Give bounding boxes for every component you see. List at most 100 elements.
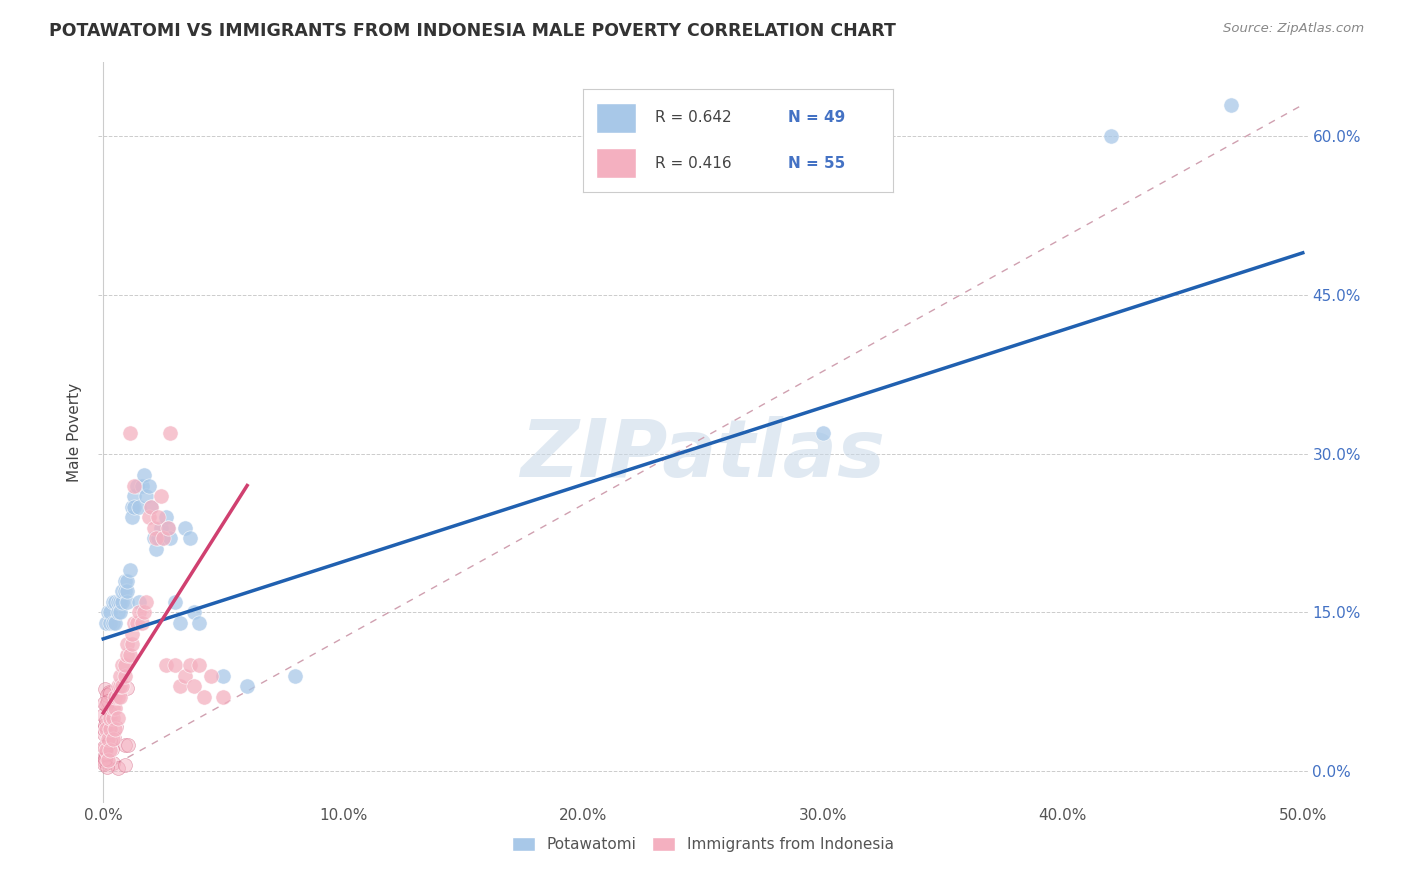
Point — [94, 741, 117, 756]
Point — [811, 425, 834, 440]
Point — [93, 756, 115, 771]
Point — [114, 739, 136, 753]
Point — [93, 748, 115, 763]
Point — [108, 669, 131, 683]
Point — [117, 681, 139, 695]
Point — [96, 696, 118, 710]
Point — [165, 658, 187, 673]
Point — [97, 606, 120, 620]
Point — [1099, 129, 1122, 144]
Point — [94, 714, 117, 728]
Point — [115, 648, 138, 662]
Point — [104, 595, 127, 609]
Point — [155, 658, 177, 673]
Text: N = 49: N = 49 — [787, 111, 845, 126]
Point — [118, 648, 141, 662]
Point — [135, 595, 157, 609]
Point — [173, 669, 195, 683]
Point — [93, 681, 115, 696]
Point — [145, 532, 167, 546]
Text: R = 0.416: R = 0.416 — [655, 155, 731, 170]
Point — [107, 711, 129, 725]
Point — [93, 740, 115, 755]
Point — [107, 761, 129, 775]
Point — [97, 754, 120, 768]
Point — [97, 737, 120, 751]
Point — [159, 425, 181, 440]
Point — [98, 687, 121, 701]
Point — [114, 669, 136, 683]
Text: N = 55: N = 55 — [787, 155, 845, 170]
Point — [97, 732, 120, 747]
Point — [173, 521, 195, 535]
Point — [200, 669, 222, 683]
Point — [159, 532, 181, 546]
Point — [131, 615, 153, 630]
Point — [188, 615, 211, 630]
Point — [98, 706, 121, 721]
Point — [98, 718, 121, 732]
Point — [124, 500, 146, 514]
Point — [114, 584, 136, 599]
Point — [107, 595, 129, 609]
Point — [107, 606, 129, 620]
Y-axis label: Male Poverty: Male Poverty — [67, 383, 83, 483]
Point — [94, 718, 117, 732]
Point — [100, 711, 122, 725]
Point — [108, 606, 131, 620]
Point — [132, 606, 155, 620]
Point — [115, 574, 138, 588]
Point — [115, 595, 138, 609]
Point — [104, 700, 127, 714]
Text: POTAWATOMI VS IMMIGRANTS FROM INDONESIA MALE POVERTY CORRELATION CHART: POTAWATOMI VS IMMIGRANTS FROM INDONESIA … — [49, 22, 896, 40]
Point — [97, 694, 120, 708]
Point — [114, 658, 136, 673]
Point — [149, 521, 172, 535]
Point — [128, 500, 150, 514]
Point — [104, 615, 127, 630]
Point — [142, 521, 165, 535]
Point — [107, 680, 129, 694]
Point — [111, 584, 134, 599]
Point — [101, 700, 124, 714]
Point — [141, 500, 163, 514]
Point — [212, 669, 235, 683]
Point — [124, 489, 146, 503]
Point — [121, 626, 143, 640]
Point — [100, 722, 122, 736]
Point — [1219, 97, 1241, 112]
Point — [128, 595, 150, 609]
Point — [138, 478, 160, 492]
Point — [94, 615, 117, 630]
Point — [101, 615, 124, 630]
Point — [93, 708, 115, 723]
Point — [93, 722, 115, 736]
Point — [101, 732, 124, 747]
Point — [100, 615, 122, 630]
Point — [93, 696, 115, 710]
Point — [104, 722, 127, 736]
Point — [179, 658, 201, 673]
Point — [183, 606, 205, 620]
Point — [169, 615, 191, 630]
Point — [93, 754, 115, 768]
Point — [107, 690, 129, 704]
Point — [114, 574, 136, 588]
Point — [104, 690, 127, 704]
Point — [128, 606, 150, 620]
Point — [183, 680, 205, 694]
Text: ZIPatlas: ZIPatlas — [520, 416, 886, 494]
Point — [284, 669, 307, 683]
Point — [124, 615, 146, 630]
Point — [111, 680, 134, 694]
Point — [169, 680, 191, 694]
Point — [101, 595, 124, 609]
Point — [97, 684, 120, 698]
Point — [152, 532, 174, 546]
Point — [138, 510, 160, 524]
Point — [125, 615, 148, 630]
Point — [179, 532, 201, 546]
Point — [93, 752, 115, 766]
Point — [96, 760, 118, 774]
Point — [118, 563, 141, 577]
